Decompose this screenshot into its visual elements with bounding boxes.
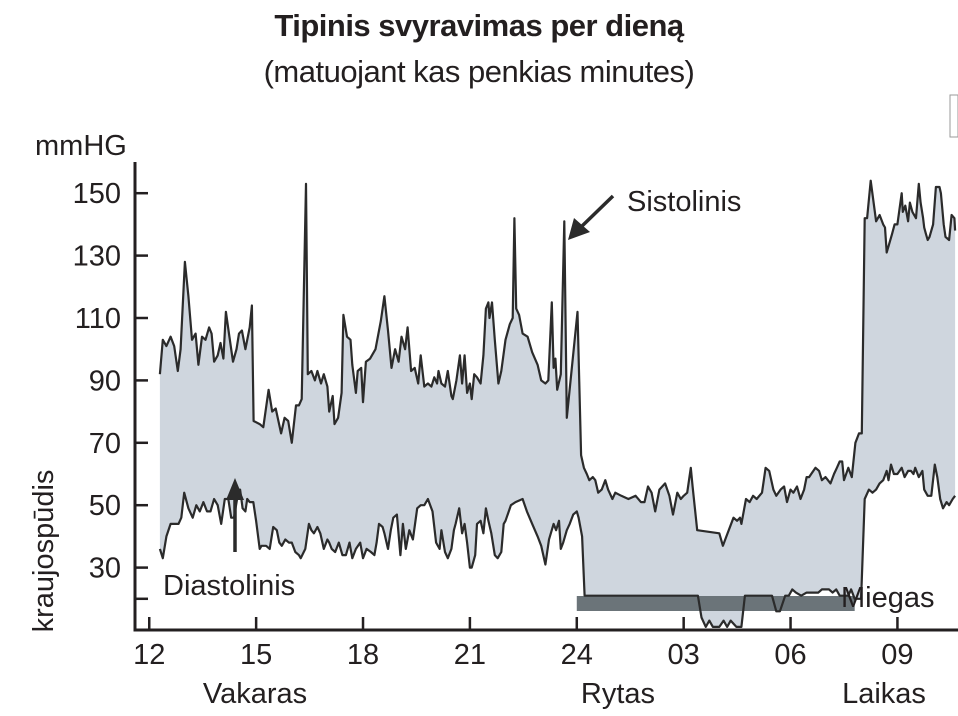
y-tick-label: 50 (89, 490, 121, 522)
x-tick-label: 03 (668, 639, 700, 671)
diastolic-line (158, 463, 956, 629)
sleep-bar (576, 596, 855, 611)
systolic-arrow-shaft (578, 194, 615, 230)
x-tick-label: 09 (881, 639, 913, 671)
x-tick-label: 24 (561, 639, 593, 671)
systolic-annotation: Sistolinis (627, 186, 741, 218)
y-tick-label: 90 (89, 365, 121, 397)
x-tick-label: 15 (240, 639, 272, 671)
chart-subtitle: (matuojant kas penkias minutes) (263, 54, 695, 89)
diastolic-arrow-head (226, 478, 244, 500)
y-tick-label: 130 (73, 241, 121, 273)
y-tick-label: 150 (73, 178, 121, 210)
y-tick-label: 70 (89, 428, 121, 460)
x-tick-label: 12 (133, 639, 165, 671)
period-label-morning: Rytas (581, 678, 655, 710)
x-tick-label: 21 (454, 639, 486, 671)
diastolic-annotation: Diastolinis (163, 570, 295, 602)
y-unit-label: mmHG (35, 130, 127, 162)
period-label-evening: Vakaras (203, 678, 307, 710)
systolic-arrow-head (568, 218, 590, 240)
systolic-line (158, 179, 957, 547)
y-axis-label: kraujospūdis (28, 470, 60, 633)
x-tick-label: 18 (347, 639, 379, 671)
period-label-time: Laikas (842, 678, 926, 710)
y-tick-label: 110 (75, 303, 121, 335)
x-tick-label: 06 (774, 639, 806, 671)
chart-title: Tipinis svyravimas per dieną (274, 8, 684, 43)
y-tick-label: 30 (89, 553, 121, 585)
sleep-annotation: Miegas (841, 582, 935, 614)
pressure-range-band (159, 180, 956, 627)
page-edge-mark (949, 94, 958, 138)
